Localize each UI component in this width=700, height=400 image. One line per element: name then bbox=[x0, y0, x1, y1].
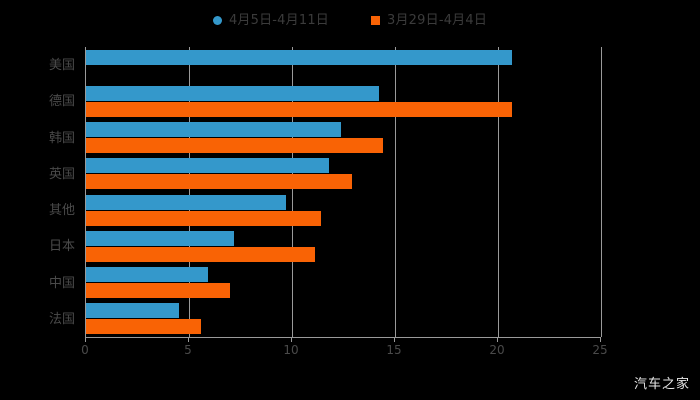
chart-row: 日本 bbox=[49, 228, 601, 264]
chart-row: 其他 bbox=[49, 192, 601, 228]
category-label: 英国 bbox=[48, 166, 75, 182]
gridline-x-25 bbox=[601, 47, 602, 337]
bar-其他-series-1[interactable] bbox=[86, 210, 321, 226]
x-axis-line bbox=[85, 337, 601, 338]
bar-韩国-series-0[interactable] bbox=[86, 122, 342, 138]
category-label: 韩国 bbox=[48, 130, 75, 146]
legend-label: 3月29日-4月4日 bbox=[387, 12, 488, 28]
x-tick-label: 15 bbox=[386, 343, 402, 357]
bar-英国-series-0[interactable] bbox=[86, 158, 330, 174]
bar-中国-series-0[interactable] bbox=[86, 267, 208, 283]
category-label: 法国 bbox=[48, 311, 75, 327]
gridline-x-20 bbox=[498, 47, 499, 337]
bar-韩国-series-1[interactable] bbox=[86, 138, 383, 154]
x-tick-mark-25 bbox=[600, 337, 601, 342]
category-label: 德国 bbox=[48, 94, 75, 110]
x-tick-mark-10 bbox=[291, 337, 292, 342]
x-tick-label: 25 bbox=[592, 343, 608, 357]
legend-label: 4月5日-4月11日 bbox=[228, 12, 329, 28]
x-tick-label: 10 bbox=[283, 343, 299, 357]
bar-法国-series-1[interactable] bbox=[86, 319, 202, 335]
bar-日本-series-1[interactable] bbox=[86, 246, 315, 262]
legend-item-0[interactable]: 4月5日-4月11日 bbox=[212, 12, 329, 28]
category-label: 美国 bbox=[48, 58, 75, 74]
bar-日本-series-0[interactable] bbox=[86, 230, 235, 246]
chart-row: 中国 bbox=[49, 265, 601, 301]
watermark-label: 汽车之家 bbox=[633, 377, 690, 392]
legend-swatch-square-icon bbox=[371, 15, 380, 25]
x-tick-label: 20 bbox=[489, 343, 505, 357]
x-tick-mark-15 bbox=[394, 337, 395, 342]
plot-area: 美国德国韩国英国其他日本中国法国 bbox=[49, 47, 602, 337]
chart-row: 韩国 bbox=[49, 120, 601, 156]
category-label: 其他 bbox=[48, 203, 75, 219]
x-tick-mark-0 bbox=[85, 337, 86, 342]
category-label: 中国 bbox=[48, 275, 75, 291]
bar-英国-series-1[interactable] bbox=[86, 174, 352, 190]
chart-row: 美国 bbox=[49, 47, 601, 83]
x-tick-mark-20 bbox=[497, 337, 498, 342]
legend-swatch-circle-icon bbox=[212, 15, 222, 25]
bar-其他-series-0[interactable] bbox=[86, 194, 286, 210]
x-tick-label: 5 bbox=[184, 343, 192, 357]
bar-中国-series-1[interactable] bbox=[86, 283, 231, 299]
chart-row: 英国 bbox=[49, 156, 601, 192]
bar-法国-series-0[interactable] bbox=[86, 303, 179, 319]
bar-美国-series-0[interactable] bbox=[86, 49, 513, 65]
gridline-x-15 bbox=[395, 47, 396, 337]
gridline-x-10 bbox=[292, 47, 293, 337]
gridline-x-5 bbox=[189, 47, 190, 337]
x-tick-label: 0 bbox=[81, 343, 89, 357]
category-label: 日本 bbox=[48, 239, 75, 255]
chart-legend: 4月5日-4月11日 3月29日-4月4日 bbox=[0, 8, 700, 32]
chart-row: 法国 bbox=[49, 301, 601, 337]
bar-德国-series-1[interactable] bbox=[86, 101, 513, 117]
x-tick-mark-5 bbox=[188, 337, 189, 342]
chart-row: 德国 bbox=[49, 83, 601, 119]
bar-德国-series-0[interactable] bbox=[86, 85, 379, 101]
legend-item-1[interactable]: 3月29日-4月4日 bbox=[371, 14, 487, 27]
